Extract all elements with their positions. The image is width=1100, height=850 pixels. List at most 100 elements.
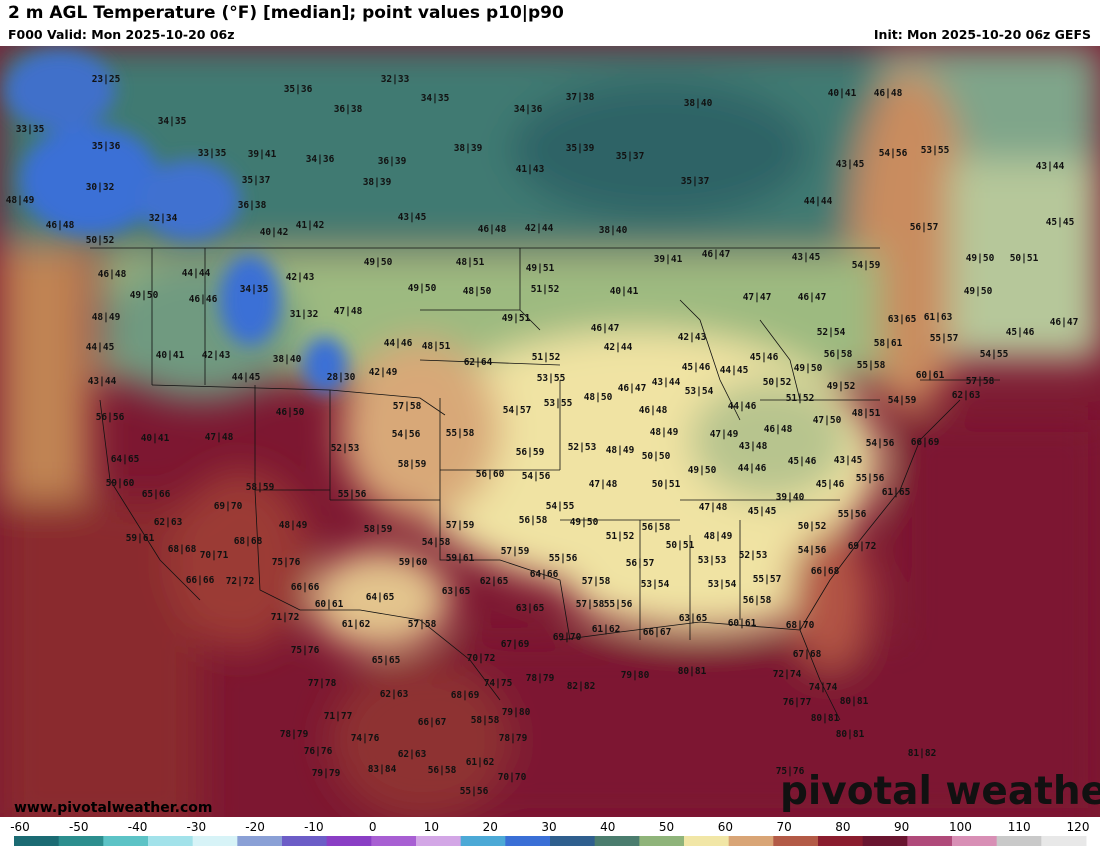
colorbar-swatch — [996, 836, 1042, 846]
point-value: 62|63 — [398, 749, 427, 760]
colorbar-swatch — [818, 836, 864, 846]
point-value: 69|72 — [848, 541, 877, 552]
point-value: 50|52 — [763, 377, 792, 388]
colorbar-swatch — [326, 836, 372, 846]
colorbar-tick-label: 40 — [600, 820, 615, 834]
point-value: 50|52 — [798, 521, 827, 532]
point-value: 46|48 — [639, 405, 668, 416]
point-value: 68|68 — [234, 536, 263, 547]
point-value: 33|35 — [16, 124, 45, 135]
point-value: 53|55 — [537, 373, 566, 384]
point-value: 49|50 — [794, 363, 823, 374]
point-value: 38|39 — [363, 177, 392, 188]
point-value: 83|84 — [368, 764, 397, 775]
point-value: 66|67 — [643, 627, 672, 638]
point-value: 49|50 — [408, 283, 437, 294]
point-value: 42|43 — [202, 350, 231, 361]
point-value: 62|63 — [952, 390, 981, 401]
point-value: 79|80 — [621, 670, 650, 681]
point-value: 43|48 — [739, 441, 768, 452]
point-value: 35|37 — [242, 175, 271, 186]
point-value: 56|58 — [824, 349, 853, 360]
point-value: 34|35 — [421, 93, 450, 104]
point-value: 46|48 — [98, 269, 127, 280]
point-value: 43|44 — [1036, 161, 1065, 172]
colorbar-swatch — [371, 836, 417, 846]
point-value: 67|68 — [793, 649, 822, 660]
point-value: 46|48 — [478, 224, 507, 235]
point-value: 66|66 — [186, 575, 215, 586]
point-value: 33|35 — [198, 148, 227, 159]
point-value: 50|52 — [86, 235, 115, 246]
point-value: 56|58 — [642, 522, 671, 533]
point-value: 35|37 — [681, 176, 710, 187]
colorbar-tick-label: 10 — [424, 820, 439, 834]
point-value: 71|77 — [324, 711, 353, 722]
point-value: 62|64 — [464, 357, 493, 368]
point-value: 46|47 — [591, 323, 620, 334]
point-value: 55|57 — [930, 333, 959, 344]
point-value: 36|39 — [378, 156, 407, 167]
pivotal-weather-logo: pivotal weather — [780, 769, 1100, 814]
point-value: 47|48 — [699, 502, 728, 513]
point-value: 46|47 — [798, 292, 827, 303]
point-value: 34|35 — [240, 284, 269, 295]
colorbar-swatch — [684, 836, 730, 846]
point-value: 41|42 — [296, 220, 325, 231]
point-value: 46|48 — [46, 220, 75, 231]
point-value: 45|46 — [682, 362, 711, 373]
point-value: 32|34 — [149, 213, 178, 224]
point-value: 44|45 — [86, 342, 115, 353]
colorbar-tick-label: 30 — [541, 820, 556, 834]
point-value: 30|32 — [86, 182, 115, 193]
header: 2 m AGL Temperature (°F) [median]; point… — [0, 0, 1100, 46]
point-value: 47|48 — [334, 306, 363, 317]
point-value: 64|65 — [366, 592, 395, 603]
colorbar-tick-label: -10 — [304, 820, 324, 834]
point-value: 78|79 — [280, 729, 309, 740]
point-value: 40|41 — [828, 88, 857, 99]
point-value: 35|36 — [92, 141, 121, 152]
colorbar-tick-label: 120 — [1067, 820, 1090, 834]
point-value: 59|60 — [106, 478, 135, 489]
point-value: 57|58 — [408, 619, 437, 630]
point-value: 49|50 — [130, 290, 159, 301]
point-value: 52|53 — [739, 550, 768, 561]
point-value: 49|51 — [502, 313, 531, 324]
point-value: 66|66 — [291, 582, 320, 593]
point-value: 43|45 — [834, 455, 863, 466]
cold-mountain-areas — [5, 50, 347, 393]
point-value: 39|41 — [654, 254, 683, 265]
point-value: 57|58 — [966, 376, 995, 387]
point-value: 45|46 — [750, 352, 779, 363]
point-value: 48|49 — [92, 312, 121, 323]
point-value: 35|37 — [616, 151, 645, 162]
point-value: 62|65 — [480, 576, 509, 587]
point-value: 58|61 — [874, 338, 903, 349]
point-value: 23|25 — [92, 74, 121, 85]
colorbar-swatch — [550, 836, 596, 846]
point-value: 55|58 — [446, 428, 475, 439]
point-value: 38|40 — [273, 354, 302, 365]
point-value: 63|65 — [516, 603, 545, 614]
point-value: 28|30 — [327, 372, 356, 383]
point-value: 36|38 — [334, 104, 363, 115]
colorbar-swatch — [594, 836, 640, 846]
point-value: 60|61 — [315, 599, 344, 610]
point-value: 68|68 — [168, 544, 197, 555]
valid-time: F000 Valid: Mon 2025-10-20 06z — [8, 27, 235, 42]
colorbar-swatch — [237, 836, 283, 846]
point-value: 79|80 — [502, 707, 531, 718]
point-value: 42|44 — [525, 223, 554, 234]
point-value: 67|69 — [501, 639, 530, 650]
point-value: 52|53 — [331, 443, 360, 454]
point-value: 49|50 — [364, 257, 393, 268]
point-value: 44|46 — [738, 463, 767, 474]
point-value: 37|38 — [566, 92, 595, 103]
point-value: 74|75 — [484, 678, 513, 689]
point-value: 46|47 — [702, 249, 731, 260]
point-value: 54|55 — [546, 501, 575, 512]
point-value: 64|65 — [111, 454, 140, 465]
colorbar-tick-label: -60 — [10, 820, 30, 834]
point-value: 50|51 — [652, 479, 681, 490]
